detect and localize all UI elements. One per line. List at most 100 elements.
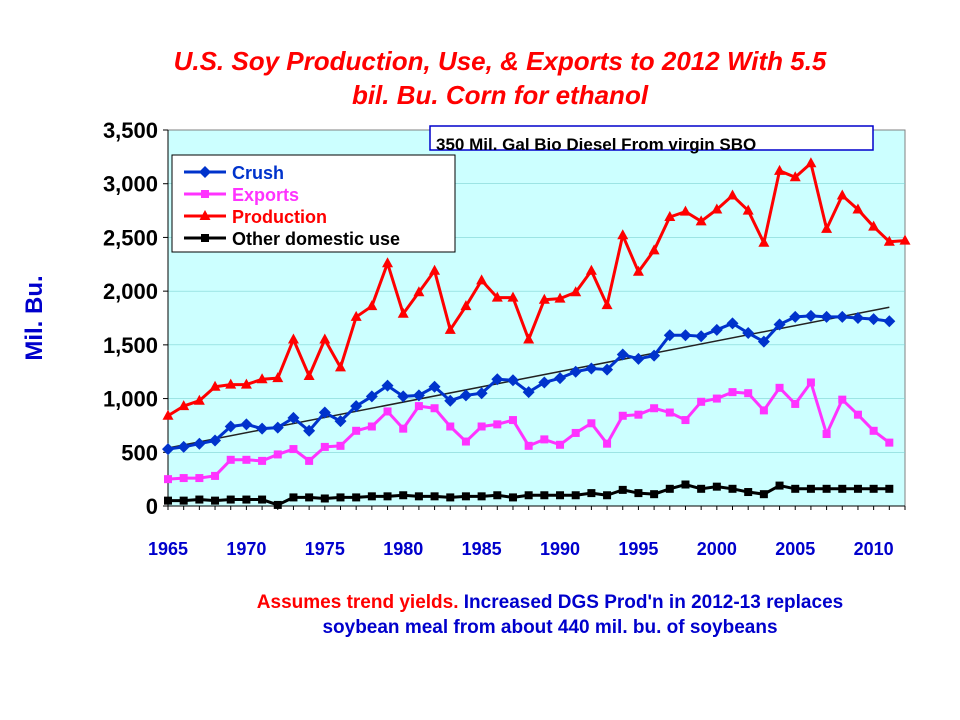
data-point	[821, 222, 833, 233]
y-tick-label: 500	[121, 440, 158, 465]
data-point	[804, 309, 817, 322]
x-tick-label: 1980	[383, 539, 423, 559]
data-point	[774, 164, 786, 175]
x-axis-ticks: 1965 1970 1975 1980 1985 1990 1995 2000 2005 2010	[148, 506, 906, 559]
data-point	[305, 493, 314, 502]
chart-title-line2: bil. Bu. Corn for ethanol	[351, 80, 649, 110]
data-point	[538, 293, 550, 304]
y-tick-label: 2,500	[103, 225, 158, 250]
data-point	[587, 419, 596, 428]
data-point	[742, 327, 755, 340]
data-point	[805, 157, 817, 168]
data-point	[199, 166, 211, 178]
legend-label: Production	[232, 207, 327, 227]
data-point	[789, 310, 802, 323]
footnote-assumption: Assumes trend yields.	[256, 592, 459, 613]
data-point	[164, 496, 172, 505]
data-point	[679, 205, 691, 216]
data-point	[350, 310, 362, 321]
data-point	[414, 402, 423, 411]
data-point	[383, 407, 392, 416]
data-point	[742, 204, 754, 215]
footnote-line2: soybean meal from about 440 mil. bu. of …	[322, 617, 778, 638]
data-point	[164, 475, 172, 484]
data-point	[162, 409, 174, 420]
legend-item: Production	[184, 207, 327, 227]
data-point	[224, 420, 237, 433]
data-point	[318, 406, 331, 419]
data-point	[476, 274, 488, 285]
data-point	[650, 490, 659, 499]
y-tick-label: 1,500	[103, 333, 158, 358]
data-point	[256, 422, 269, 435]
footnote: Assumes trend yields. Increased DGS Prod…	[170, 590, 930, 640]
data-point	[460, 300, 472, 311]
data-point	[838, 395, 847, 404]
data-point	[397, 307, 409, 318]
data-point	[199, 210, 211, 220]
data-point	[569, 365, 582, 378]
data-point	[367, 422, 376, 431]
data-point	[681, 416, 690, 425]
data-point	[491, 291, 503, 302]
data-point	[242, 455, 251, 464]
data-point	[383, 492, 392, 501]
data-point	[399, 491, 408, 500]
data-point	[759, 406, 768, 415]
data-point	[162, 443, 174, 456]
legend-item: Crush	[184, 163, 284, 183]
data-point	[524, 441, 533, 450]
data-point	[665, 484, 674, 493]
data-point	[885, 438, 894, 447]
data-point	[585, 362, 598, 375]
data-point	[806, 378, 815, 387]
data-point	[240, 418, 253, 431]
data-point	[256, 373, 268, 384]
data-point	[663, 329, 676, 342]
data-point	[867, 313, 880, 326]
data-point	[399, 424, 408, 433]
data-point	[350, 400, 363, 413]
data-point	[289, 445, 298, 454]
x-tick-label: 2005	[775, 539, 815, 559]
data-point	[728, 388, 737, 397]
legend-label: Other domestic use	[232, 229, 400, 249]
data-point	[648, 244, 660, 255]
data-point	[883, 235, 895, 246]
data-point	[540, 491, 549, 500]
data-point	[618, 485, 627, 494]
data-point	[556, 440, 565, 449]
data-point	[444, 394, 457, 407]
data-point	[822, 484, 831, 493]
data-point	[211, 496, 220, 505]
data-point	[303, 424, 316, 437]
data-point	[428, 380, 441, 393]
data-point	[522, 386, 535, 399]
data-point	[430, 404, 439, 413]
legend-item: Exports	[184, 185, 299, 205]
data-point	[728, 484, 737, 493]
data-point	[744, 488, 753, 497]
data-point	[193, 437, 206, 450]
data-point	[744, 389, 753, 398]
data-point	[366, 300, 378, 311]
data-point	[757, 335, 770, 348]
data-point	[273, 450, 282, 459]
data-point	[225, 378, 237, 389]
data-point	[336, 493, 345, 502]
data-point	[365, 390, 378, 403]
data-point	[632, 265, 644, 276]
data-point	[697, 484, 706, 493]
data-point	[334, 361, 346, 372]
data-point	[336, 441, 345, 450]
data-point	[334, 415, 347, 428]
data-point	[836, 189, 848, 200]
data-point	[412, 389, 425, 402]
data-point	[726, 317, 739, 330]
y-axis-label: Mil. Bu.	[21, 275, 48, 360]
series-production	[162, 157, 911, 420]
trend-line	[167, 306, 890, 449]
data-point	[712, 394, 721, 403]
data-point	[226, 495, 235, 504]
data-point	[397, 390, 410, 403]
